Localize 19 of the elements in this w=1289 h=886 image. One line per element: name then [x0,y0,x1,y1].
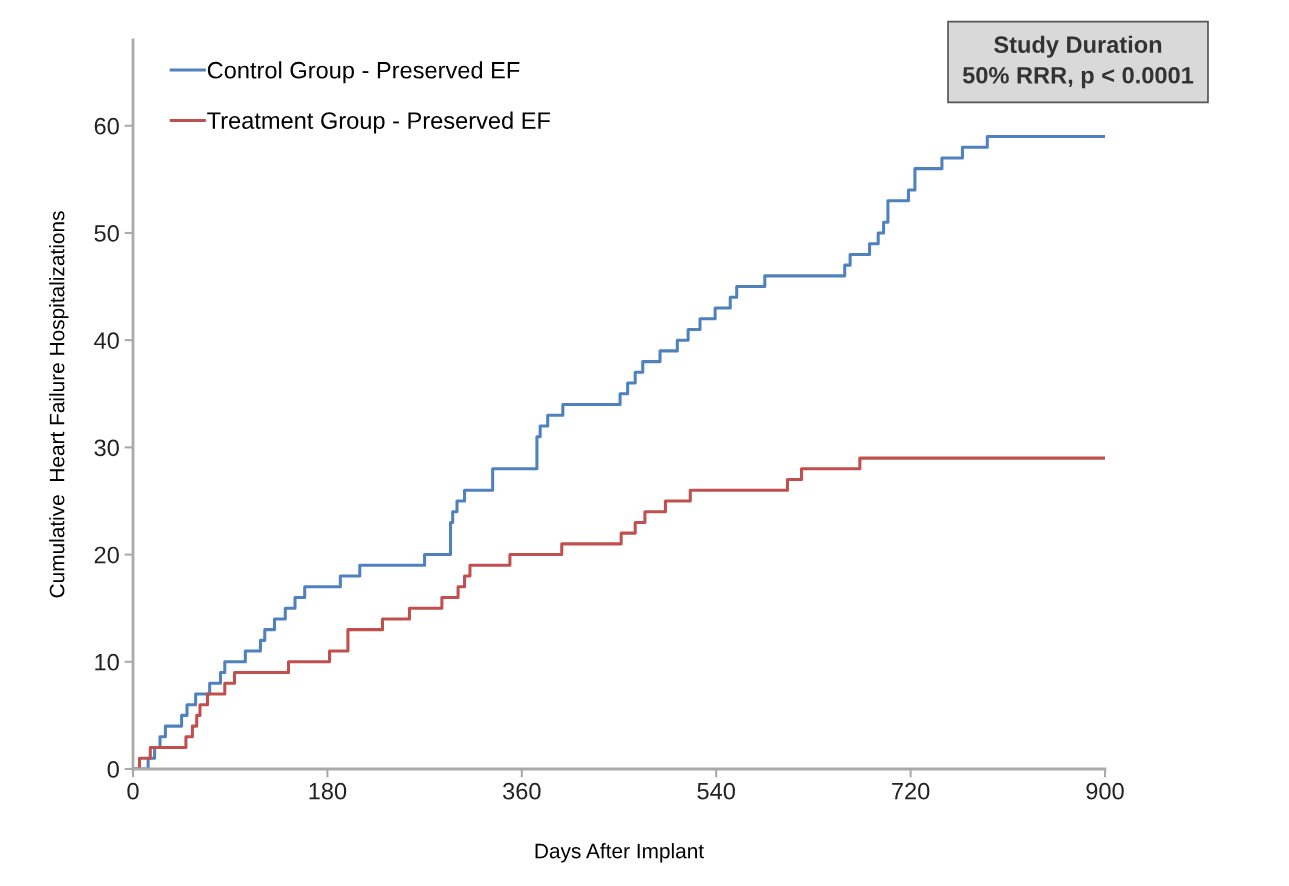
y-tick-label: 30 [94,439,119,457]
x-tick-label: 180 [309,782,347,800]
x-tick-label: 900 [1086,782,1124,800]
x-tick-label: 540 [697,782,735,800]
x-axis-title: Days After Implant [535,843,704,863]
x-tick-label: 720 [892,782,930,800]
y-tick-label: 60 [94,117,119,135]
y-axis-title: Cumulative Heart Failure Hospitalizations [49,211,69,598]
annotation: 50% RRR, p < 0.0001 [962,66,1194,89]
x-tick-label: 360 [503,782,541,800]
y-tick-label: 10 [95,653,119,671]
legend-label: Control Group - Preserved EF [207,61,520,84]
y-tick-label: 40 [94,332,119,349]
x-tick-label: 0 [127,782,139,800]
annotation: Study Duration [994,35,1162,58]
y-tick-label: 0 [107,761,119,778]
y-tick-label: 50 [94,225,119,242]
y-tick-label: 20 [94,546,119,564]
legend-label: Treatment Group - Preserved EF [207,111,550,134]
